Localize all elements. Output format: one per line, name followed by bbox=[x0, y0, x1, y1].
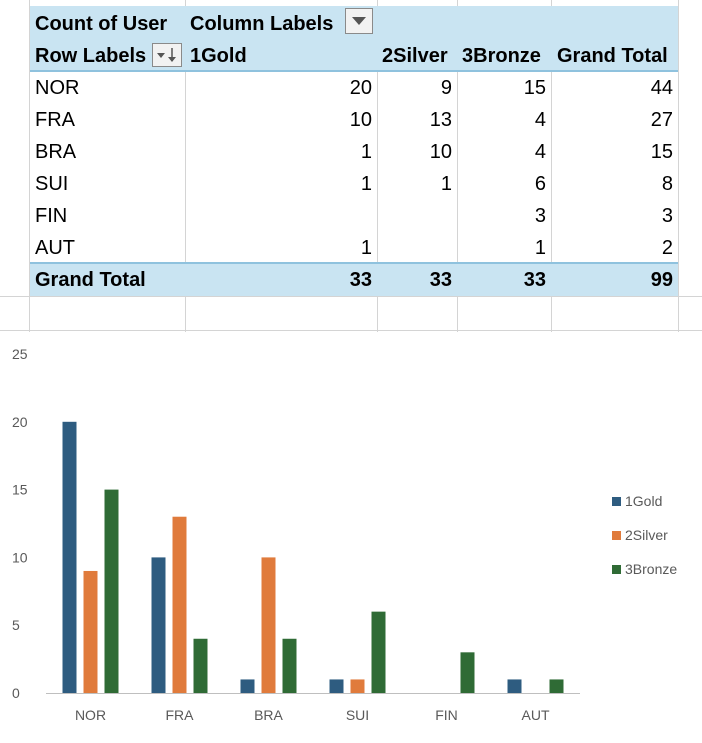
x-tick-label: BRA bbox=[254, 707, 283, 723]
bar-2Silver-SUI[interactable] bbox=[350, 679, 365, 693]
x-tick-label: SUI bbox=[346, 707, 369, 723]
y-tick-label: 0 bbox=[12, 685, 20, 701]
bar-1Gold-SUI[interactable] bbox=[329, 679, 344, 693]
cell-value[interactable]: 1 bbox=[360, 141, 372, 163]
legend-label[interactable]: 3Bronze bbox=[625, 561, 677, 577]
grid-line bbox=[377, 0, 378, 332]
bar-1Gold-NOR[interactable] bbox=[62, 421, 77, 693]
dropdown-arrow-icon bbox=[352, 17, 366, 25]
bar-3Bronze-FRA[interactable] bbox=[193, 638, 208, 693]
x-tick-label: AUT bbox=[522, 707, 550, 723]
row-sort-filter-button[interactable] bbox=[152, 43, 182, 67]
x-tick-label: FIN bbox=[435, 707, 458, 723]
cell-value[interactable]: 27 bbox=[650, 109, 673, 131]
cell-value[interactable]: 15 bbox=[523, 77, 546, 99]
y-tick-label: 25 bbox=[12, 346, 28, 362]
cell-value[interactable]: 4 bbox=[534, 141, 546, 163]
grid-line bbox=[457, 0, 458, 332]
legend-swatch bbox=[612, 497, 621, 506]
cell-value[interactable]: 20 bbox=[349, 77, 372, 99]
cell-value[interactable]: 9 bbox=[440, 77, 452, 99]
cell-value[interactable]: 1 bbox=[440, 173, 452, 195]
grand-total-value[interactable]: 99 bbox=[650, 269, 673, 291]
col-header-silver: 2Silver bbox=[382, 45, 448, 67]
bar-3Bronze-SUI[interactable] bbox=[371, 611, 386, 693]
pivot-total-border bbox=[30, 262, 678, 264]
y-tick-label: 15 bbox=[12, 482, 28, 498]
cell-value[interactable]: 2 bbox=[661, 237, 673, 259]
sort-filter-icon bbox=[157, 48, 176, 62]
column-filter-button[interactable] bbox=[345, 8, 373, 34]
legend-label[interactable]: 2Silver bbox=[625, 527, 668, 543]
grid-line bbox=[551, 0, 552, 332]
cell-value[interactable]: 3 bbox=[534, 205, 546, 227]
bar-3Bronze-BRA[interactable] bbox=[282, 638, 297, 693]
pivot-column-labels[interactable]: Column Labels bbox=[190, 13, 334, 35]
cell-value[interactable]: 8 bbox=[661, 173, 673, 195]
legend-swatch bbox=[612, 565, 621, 574]
grid-line bbox=[0, 296, 702, 297]
bar-2Silver-BRA[interactable] bbox=[261, 557, 276, 693]
cell-value[interactable]: 6 bbox=[534, 173, 546, 195]
pivot-header-border bbox=[30, 70, 678, 72]
row-label[interactable]: FRA bbox=[35, 109, 75, 131]
x-tick-label: NOR bbox=[75, 707, 106, 723]
bar-3Bronze-NOR[interactable] bbox=[104, 489, 119, 693]
cell-value[interactable]: 3 bbox=[661, 205, 673, 227]
row-label[interactable]: BRA bbox=[35, 141, 77, 163]
cell-value[interactable]: 13 bbox=[429, 109, 452, 131]
legend-label[interactable]: 1Gold bbox=[625, 493, 662, 509]
bar-1Gold-BRA[interactable] bbox=[240, 679, 255, 693]
row-label[interactable]: AUT bbox=[35, 237, 75, 259]
bar-1Gold-AUT[interactable] bbox=[507, 679, 522, 693]
pivot-row-labels[interactable]: Row Labels bbox=[35, 45, 147, 67]
grid-line bbox=[185, 0, 186, 332]
bar-1Gold-FRA[interactable] bbox=[151, 557, 166, 693]
cell-value[interactable]: 1 bbox=[534, 237, 546, 259]
bar-2Silver-FRA[interactable] bbox=[172, 516, 187, 693]
grand-total-value[interactable]: 33 bbox=[349, 269, 372, 291]
cell-value[interactable]: 44 bbox=[650, 77, 673, 99]
y-tick-label: 5 bbox=[12, 617, 20, 633]
bar-3Bronze-FIN[interactable] bbox=[460, 652, 475, 693]
legend-swatch bbox=[612, 531, 621, 540]
pivot-total-band bbox=[30, 264, 678, 296]
row-label[interactable]: NOR bbox=[35, 77, 80, 99]
row-label[interactable]: SUI bbox=[35, 173, 69, 195]
y-tick-label: 10 bbox=[12, 549, 28, 565]
bar-2Silver-NOR[interactable] bbox=[83, 570, 98, 693]
spreadsheet-grid: Count of User Column Labels Row Labels 1… bbox=[0, 0, 702, 336]
cell-value[interactable]: 1 bbox=[360, 237, 372, 259]
y-tick-label: 20 bbox=[12, 414, 28, 430]
grand-total-label[interactable]: Grand Total bbox=[35, 269, 146, 291]
cell-value[interactable]: 10 bbox=[349, 109, 372, 131]
grand-total-value[interactable]: 33 bbox=[429, 269, 452, 291]
grid-line bbox=[0, 330, 702, 331]
cell-value[interactable]: 10 bbox=[429, 141, 452, 163]
grand-total-value[interactable]: 33 bbox=[523, 269, 546, 291]
grid-line bbox=[29, 0, 30, 332]
bar-chart-svg: 0 5 10 15 20 25 NOR FRA BRA SUI FIN AUT 1Gold 2Silver… bbox=[12, 346, 677, 723]
x-tick-label: FRA bbox=[166, 707, 195, 723]
cell-value[interactable]: 4 bbox=[534, 109, 546, 131]
cell-value[interactable]: 15 bbox=[650, 141, 673, 163]
row-label[interactable]: FIN bbox=[35, 205, 68, 227]
col-header-grand-total: Grand Total bbox=[557, 45, 668, 67]
pivot-chart[interactable]: 0 5 10 15 20 25 NOR FRA BRA SUI FIN AUT 1Gold 2Silver… bbox=[0, 336, 702, 738]
cell-value[interactable]: 1 bbox=[360, 173, 372, 195]
bar-3Bronze-AUT[interactable] bbox=[549, 679, 564, 693]
col-header-gold: 1Gold bbox=[190, 45, 247, 67]
col-header-bronze: 3Bronze bbox=[462, 45, 541, 67]
pivot-corner-label[interactable]: Count of User bbox=[35, 13, 168, 35]
grid-line bbox=[678, 0, 679, 332]
